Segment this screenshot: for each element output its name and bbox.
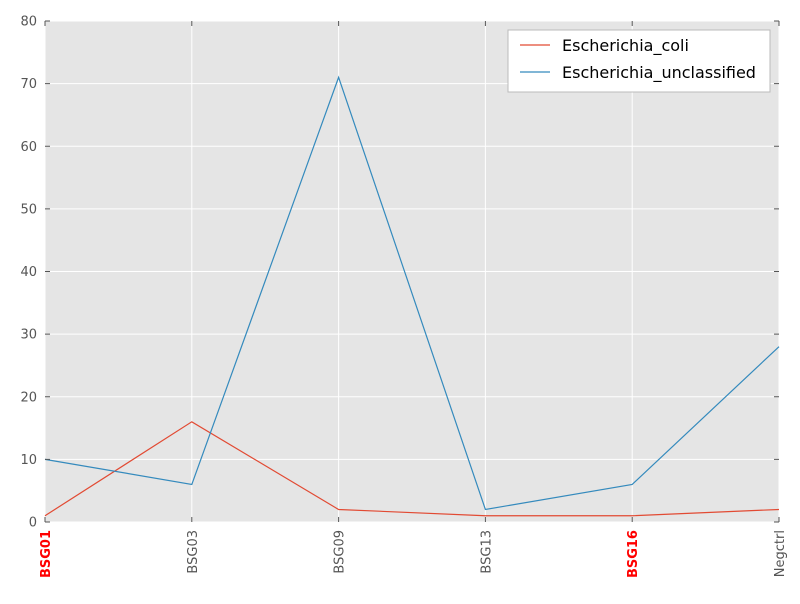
y-tick-label: 10 (20, 453, 37, 468)
x-tick-label: Negctrl (773, 530, 788, 577)
x-tick-label: BSG16 (626, 530, 641, 578)
y-tick-label: 0 (29, 516, 37, 531)
legend-label: Escherichia_coli (562, 36, 689, 56)
y-tick-label: 60 (20, 140, 37, 155)
tick-marks (44, 20, 780, 523)
y-tick-label: 80 (20, 15, 37, 30)
y-tick-label: 20 (20, 390, 37, 405)
y-tick-label: 50 (20, 202, 37, 217)
legend-box (507, 29, 771, 93)
series-layer (44, 75, 780, 517)
y-tick-label: 30 (20, 328, 37, 343)
legend-label: Escherichia_unclassified (562, 63, 756, 83)
x-tick-label: BSG13 (479, 530, 494, 574)
y-tick-label: 70 (20, 77, 37, 92)
series-line-escherichia-coli (44, 421, 780, 517)
x-tick-labels: BSG01 BSG03 BSG09 BSG13 BSG16 Negctrl (39, 530, 788, 578)
x-tick-label: BSG01 (39, 530, 54, 578)
legend: Escherichia_coli Escherichia_unclassified (507, 29, 771, 93)
y-tick-label: 40 (20, 265, 37, 280)
x-tick-label: BSG09 (333, 530, 348, 574)
x-tick-label: BSG03 (186, 530, 201, 574)
series-line-escherichia-unclassified (44, 75, 780, 511)
y-tick-labels: 0 10 20 30 40 50 60 70 80 (20, 15, 37, 531)
